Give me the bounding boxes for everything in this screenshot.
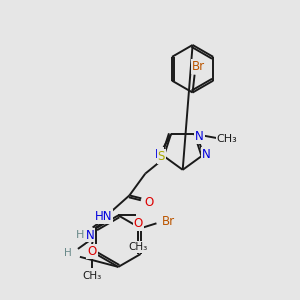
- Text: O: O: [87, 244, 97, 258]
- Text: CH₃: CH₃: [128, 242, 148, 252]
- Text: N: N: [85, 229, 94, 242]
- Text: S: S: [158, 150, 165, 163]
- Text: Br: Br: [192, 60, 205, 73]
- Text: CH₃: CH₃: [217, 134, 237, 144]
- Text: N: N: [154, 148, 163, 160]
- Text: O: O: [134, 217, 143, 230]
- Text: HN: HN: [95, 210, 112, 223]
- Text: H: H: [76, 230, 84, 240]
- Text: O: O: [145, 196, 154, 209]
- Text: N: N: [195, 130, 204, 143]
- Text: Br: Br: [162, 215, 175, 228]
- Text: H: H: [64, 248, 72, 258]
- Text: CH₃: CH₃: [82, 271, 102, 281]
- Text: N: N: [202, 148, 211, 160]
